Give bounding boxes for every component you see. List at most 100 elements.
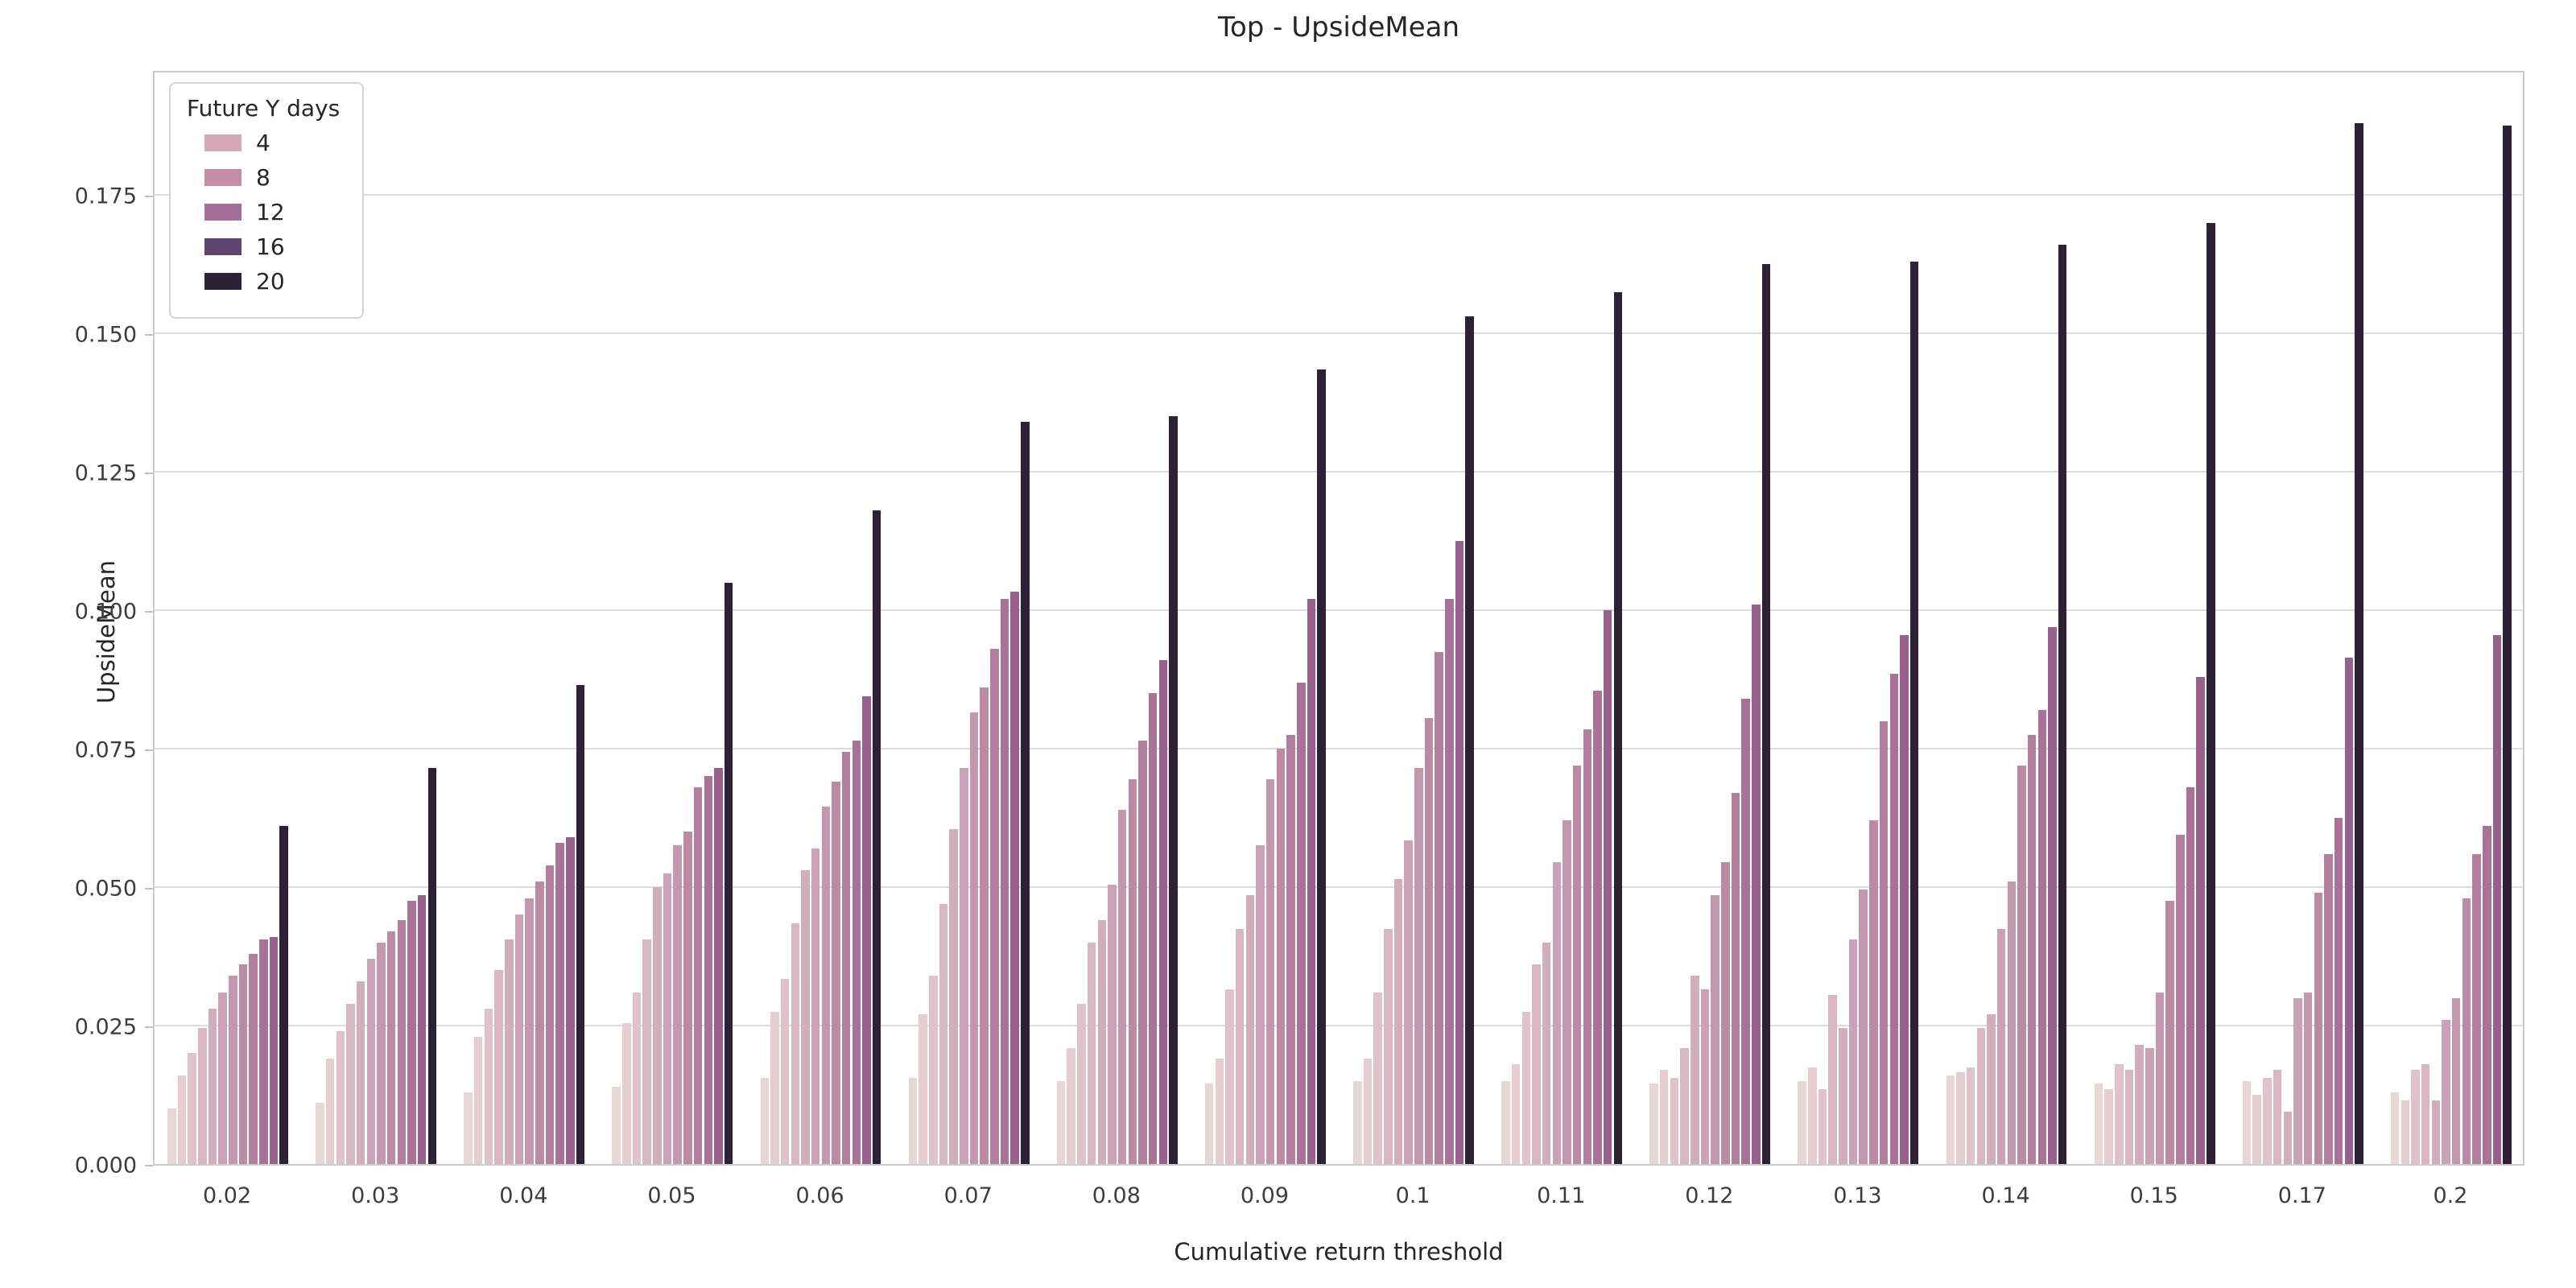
legend-entry-label: 16 bbox=[256, 233, 285, 260]
bar-0.02-group-bar-06 bbox=[218, 993, 227, 1164]
x-tick-label-0.17: 0.17 bbox=[2277, 1183, 2326, 1208]
bar-0.02-group-bar-04 bbox=[198, 1028, 207, 1164]
bar-0.2-group-bar-08 bbox=[2462, 898, 2471, 1164]
bar-0.14-group-bar-08 bbox=[2017, 766, 2026, 1164]
bar-0.2-group-bar-07 bbox=[2451, 998, 2461, 1164]
bar-0.05-group-bar-03 bbox=[632, 993, 642, 1164]
bar-0.03-group-bar-07 bbox=[377, 943, 386, 1164]
bar-0.15-group-bar-08 bbox=[2165, 901, 2174, 1164]
gridline-y-0.150 bbox=[155, 332, 2523, 335]
bar-0.14-group-bar-01 bbox=[1946, 1075, 1955, 1164]
bar-0.17-group-bar-01 bbox=[2242, 1081, 2252, 1164]
gridline-y-0.175 bbox=[155, 194, 2523, 196]
bar-0.12-group-bar-04 bbox=[1680, 1048, 1689, 1164]
x-tick-label-0.06: 0.06 bbox=[795, 1183, 844, 1208]
bar-0.13-group-bar-08 bbox=[1869, 820, 1878, 1164]
x-tick-label-0.08: 0.08 bbox=[1092, 1183, 1141, 1208]
bar-0.13-group-bar-05 bbox=[1839, 1028, 1847, 1164]
bar-0.07-group-bar-10 bbox=[1000, 599, 1009, 1164]
bar-0.1-group-bar-08 bbox=[1424, 718, 1434, 1164]
legend-entry-label: 20 bbox=[256, 268, 285, 295]
bar-0.17-group-bar-10 bbox=[2334, 818, 2343, 1164]
bar-0.1-group-bar-10 bbox=[1445, 599, 1454, 1164]
bar-0.04-group-bar-01 bbox=[464, 1092, 473, 1164]
bar-0.02-group-bar-11 bbox=[269, 937, 279, 1164]
bar-0.2-group-bar-06 bbox=[2442, 1020, 2450, 1164]
x-tick-label-0.04: 0.04 bbox=[499, 1183, 548, 1208]
bar-0.12-group-bar-11 bbox=[1752, 605, 1761, 1164]
bar-0.17-group-bar-08 bbox=[2314, 893, 2323, 1164]
bar-0.05-group-bar-09 bbox=[693, 787, 703, 1164]
bar-0.2-group-bar-05 bbox=[2431, 1100, 2441, 1164]
legend-entries: 4 8 12 16 20 bbox=[187, 130, 340, 295]
bar-0.11-group-bar-11 bbox=[1603, 610, 1612, 1164]
y-tick-mark bbox=[145, 749, 153, 752]
bar-0.11-group-bar-08 bbox=[1572, 766, 1582, 1164]
x-tick-label-0.03: 0.03 bbox=[351, 1183, 400, 1208]
legend-entry-label: 12 bbox=[256, 199, 285, 225]
bar-0.14-group-bar-04 bbox=[1976, 1028, 1986, 1164]
bar-0.07-group-bar-01 bbox=[908, 1078, 918, 1164]
bar-0.05-group-bar-10 bbox=[704, 776, 713, 1164]
bar-0.09-group-bar-03 bbox=[1225, 989, 1234, 1164]
bar-0.09-group-bar-02 bbox=[1215, 1059, 1224, 1164]
bar-0.11-group-bar-10 bbox=[1593, 691, 1602, 1164]
y-tick-label: 0.125 bbox=[74, 460, 137, 486]
bar-0.11-group-bar-03 bbox=[1521, 1012, 1531, 1164]
gridline-y-0.075 bbox=[155, 748, 2523, 750]
bar-0.07-group-bar-03 bbox=[929, 976, 938, 1164]
bar-0.07-group-bar-06 bbox=[960, 768, 968, 1164]
y-tick-label: 0.150 bbox=[74, 322, 137, 348]
bar-0.2-group-bar-09 bbox=[2472, 854, 2481, 1164]
bar-0.08-group-bar-07 bbox=[1117, 810, 1127, 1164]
bar-0.06-group-bar-11 bbox=[862, 696, 871, 1164]
bar-0.1-group-bar-12 bbox=[1465, 316, 1474, 1164]
bar-0.13-group-bar-10 bbox=[1889, 674, 1899, 1164]
bar-0.06-group-bar-10 bbox=[852, 741, 861, 1164]
bar-0.2-group-bar-10 bbox=[2483, 826, 2491, 1164]
bar-0.2-group-bar-04 bbox=[2421, 1064, 2430, 1164]
bar-0.12-group-bar-06 bbox=[1700, 989, 1710, 1164]
bar-0.15-group-bar-04 bbox=[2124, 1070, 2134, 1164]
bar-0.11-group-bar-05 bbox=[1542, 943, 1551, 1164]
bar-0.02-group-bar-07 bbox=[229, 976, 237, 1164]
bar-0.11-group-bar-09 bbox=[1583, 729, 1592, 1164]
bar-0.09-group-bar-01 bbox=[1204, 1084, 1214, 1164]
bar-0.11-group-bar-12 bbox=[1613, 292, 1623, 1164]
x-tick-label-0.13: 0.13 bbox=[1833, 1183, 1882, 1208]
bar-0.12-group-bar-12 bbox=[1761, 264, 1771, 1164]
bar-0.13-group-bar-11 bbox=[1900, 635, 1909, 1164]
bar-0.07-group-bar-11 bbox=[1010, 592, 1019, 1164]
bar-0.11-group-bar-07 bbox=[1563, 820, 1571, 1164]
bar-0.08-group-bar-11 bbox=[1158, 660, 1168, 1164]
bar-0.1-group-bar-04 bbox=[1384, 929, 1393, 1164]
legend-swatch-icon bbox=[204, 204, 242, 221]
gridline-y-0.125 bbox=[155, 471, 2523, 473]
bar-0.06-group-bar-07 bbox=[821, 807, 831, 1164]
bar-0.03-group-bar-09 bbox=[397, 920, 407, 1164]
bar-0.12-group-bar-09 bbox=[1731, 793, 1740, 1164]
bar-0.14-group-bar-03 bbox=[1966, 1067, 1975, 1164]
bar-0.12-group-bar-02 bbox=[1659, 1070, 1669, 1164]
bar-0.07-group-bar-07 bbox=[969, 712, 979, 1164]
bar-0.12-group-bar-10 bbox=[1741, 699, 1750, 1164]
y-tick-label: 0.050 bbox=[74, 876, 137, 902]
y-tick-mark bbox=[145, 196, 153, 198]
bar-0.09-group-bar-10 bbox=[1297, 683, 1306, 1164]
bar-0.04-group-bar-03 bbox=[484, 1009, 493, 1164]
bar-0.08-group-bar-06 bbox=[1108, 885, 1117, 1164]
bar-0.03-group-bar-08 bbox=[386, 931, 396, 1164]
bar-0.06-group-bar-08 bbox=[832, 782, 840, 1164]
bar-0.2-group-bar-11 bbox=[2492, 635, 2502, 1164]
bar-0.06-group-bar-12 bbox=[872, 510, 881, 1164]
bar-0.11-group-bar-06 bbox=[1552, 862, 1562, 1164]
gridline-y-0.025 bbox=[155, 1025, 2523, 1027]
bar-0.04-group-bar-11 bbox=[566, 837, 575, 1164]
bar-0.15-group-bar-03 bbox=[2115, 1064, 2124, 1164]
bar-0.14-group-bar-10 bbox=[2037, 710, 2047, 1164]
bar-0.17-group-bar-03 bbox=[2263, 1078, 2272, 1164]
bar-0.09-group-bar-07 bbox=[1265, 779, 1275, 1164]
bar-0.15-group-bar-12 bbox=[2207, 223, 2215, 1164]
bar-0.03-group-bar-05 bbox=[356, 981, 365, 1164]
